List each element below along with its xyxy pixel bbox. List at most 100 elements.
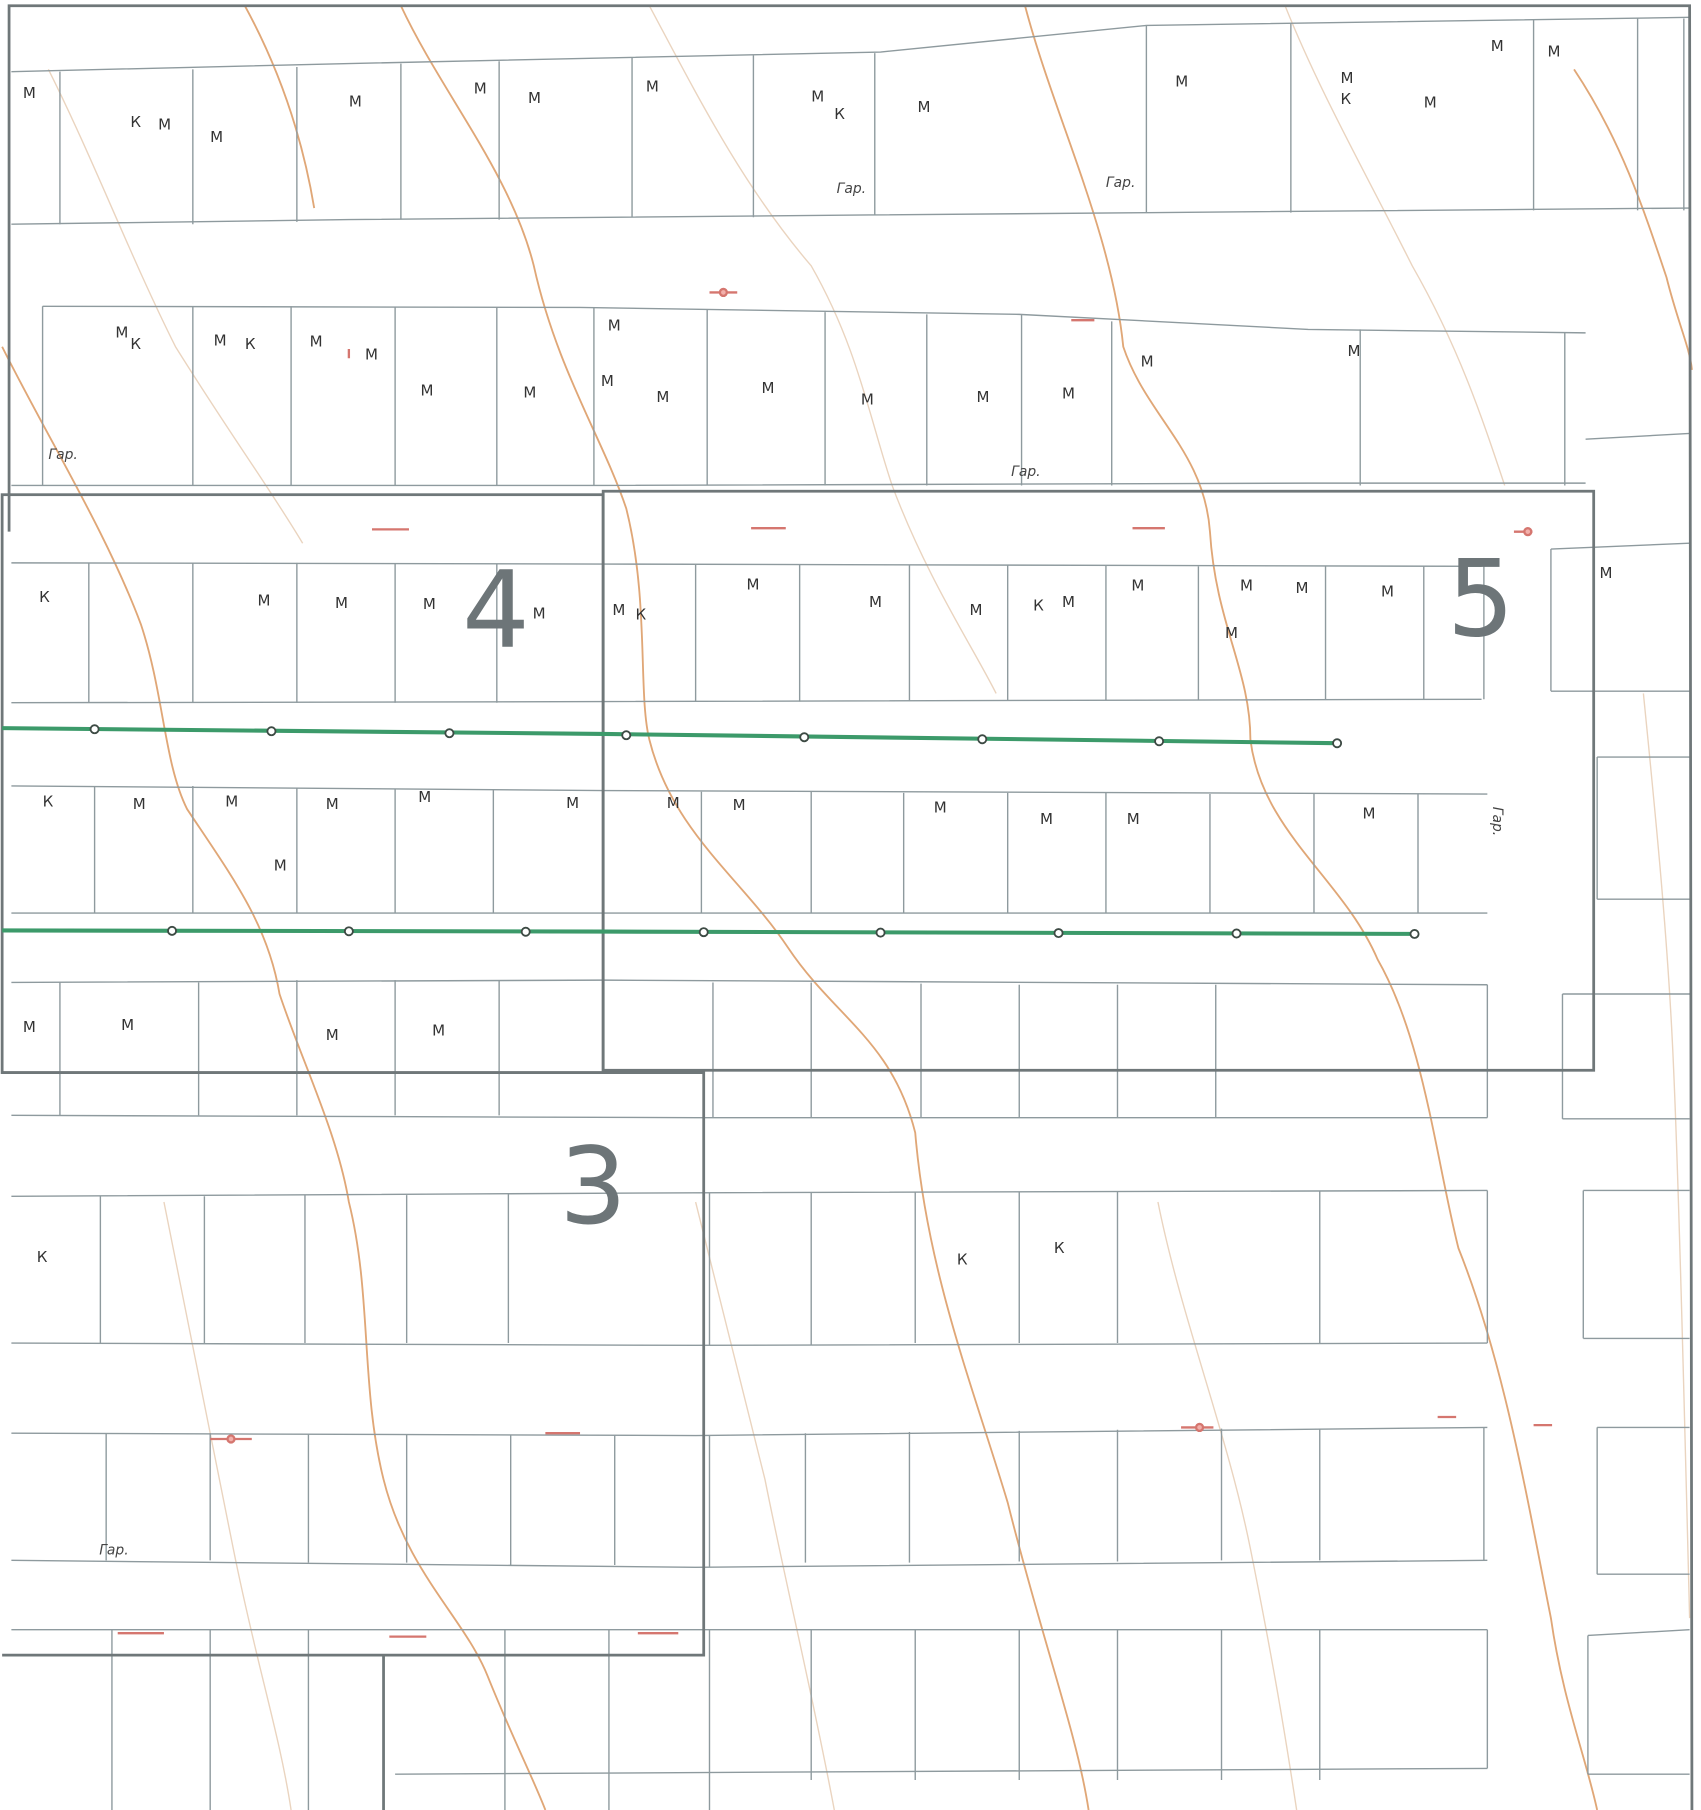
land-use-letter: М (1225, 624, 1238, 642)
land-use-letter: М (225, 793, 238, 811)
pipeline-node (89, 724, 100, 735)
land-use-letter: М (214, 332, 227, 350)
land-use-letter: М (365, 345, 378, 363)
land-use-letter: М (1240, 577, 1253, 595)
land-use-letter: М (1599, 564, 1612, 582)
land-use-letter: М (158, 115, 171, 133)
pipeline-node (1332, 738, 1343, 749)
land-use-letter: М (23, 84, 36, 102)
land-use-letter: М (335, 594, 348, 612)
pipeline-node (343, 926, 354, 937)
pipeline-node (1154, 736, 1165, 747)
land-use-letter: К (1033, 596, 1044, 614)
land-use-letter: К (1054, 1239, 1065, 1257)
pipeline-node (621, 730, 632, 741)
land-use-letter: К (834, 105, 845, 123)
place-label: Гар. (1489, 807, 1505, 836)
land-use-letter: М (1141, 352, 1154, 370)
land-use-letter: М (1424, 93, 1437, 111)
land-use-letter: М (869, 593, 882, 611)
land-use-letter: М (528, 89, 541, 107)
pipelines (2, 726, 1415, 936)
land-use-letter: М (432, 1022, 445, 1040)
pipeline-node (266, 726, 277, 737)
land-use-letter: М (133, 795, 146, 813)
land-use-letter: М (656, 388, 669, 406)
land-use-letter: М (762, 379, 775, 397)
pipeline-node (444, 728, 455, 739)
land-use-letter: М (601, 372, 614, 390)
land-use-letter: М (326, 1026, 339, 1044)
land-use-letter: М (861, 391, 874, 409)
land-use-letter: М (1341, 69, 1354, 87)
pipeline-node (1231, 928, 1242, 939)
pipeline-nodes (89, 724, 1420, 939)
land-use-letter: М (1547, 43, 1560, 61)
contours (1, 5, 1693, 1810)
land-use-letter: М (121, 1016, 134, 1034)
land-use-letter: М (115, 323, 128, 341)
land-use-letter: М (1131, 577, 1144, 595)
land-use-letter: М (970, 601, 983, 619)
pipeline-node (520, 926, 531, 937)
land-use-letter: М (258, 592, 271, 610)
sheet-number: 3 (559, 1125, 627, 1249)
survey-markers (117, 287, 1553, 1638)
pipeline-node (875, 927, 886, 938)
land-use-letter: М (418, 788, 431, 806)
land-use-letter: К (636, 606, 647, 624)
land-use-letter: К (245, 335, 256, 353)
land-use-letter: М (23, 1018, 36, 1036)
pipeline-node (977, 734, 988, 745)
land-use-letter: М (310, 333, 323, 351)
land-use-letter: М (918, 98, 931, 116)
place-label: Гар. (48, 447, 77, 463)
land-use-letter: М (1040, 810, 1053, 828)
land-use-letter: М (1491, 37, 1504, 55)
sheet-number: 4 (462, 549, 530, 673)
land-use-letter: М (349, 92, 362, 110)
land-use-letter: М (1062, 593, 1075, 611)
land-use-letter: М (1127, 810, 1140, 828)
pipeline-node (167, 925, 178, 936)
land-use-letter: М (746, 575, 759, 593)
land-use-letter: М (474, 80, 487, 98)
land-use-letter: К (957, 1250, 968, 1268)
land-use-letter: К (130, 335, 141, 353)
land-use-letter: М (934, 799, 947, 817)
land-use-letter: М (976, 388, 989, 406)
land-use-letter: К (37, 1248, 48, 1266)
land-use-letter: М (1347, 342, 1360, 360)
land-use-letter: М (421, 381, 434, 399)
sheet-frames (0, 4, 1694, 1810)
land-use-letter: М (423, 595, 436, 613)
land-use-letter: М (326, 795, 339, 813)
land-use-letter: М (608, 317, 621, 335)
land-use-letter: К (130, 113, 141, 131)
place-label: Гар. (1011, 464, 1040, 480)
land-use-letter: М (1381, 582, 1394, 600)
place-label: Гар. (99, 1543, 128, 1559)
pipeline-node (1409, 928, 1420, 939)
land-use-letter: М (566, 794, 579, 812)
place-label: Гар. (837, 181, 866, 197)
land-use-letter: К (43, 793, 54, 811)
land-use-letter: М (733, 796, 746, 814)
land-use-letter: М (523, 384, 536, 402)
land-use-letter: М (274, 856, 287, 874)
land-use-letter: М (1363, 804, 1376, 822)
labels: 4 5 3 Гар. Гар. Гар. Гар. Гар. Гар. М М М М М М М М М М М М М… (23, 37, 1612, 1559)
pipeline-node (698, 927, 709, 938)
place-label: Гар. (1106, 175, 1135, 191)
land-use-letter: М (533, 604, 546, 622)
pipeline-node (1053, 928, 1064, 939)
pipeline-node (799, 732, 810, 743)
land-use-letter: М (1062, 385, 1075, 403)
land-use-letter: М (667, 794, 680, 812)
land-use-letter: М (1295, 579, 1308, 597)
land-use-letter: М (811, 88, 824, 106)
land-use-letter: М (612, 601, 625, 619)
